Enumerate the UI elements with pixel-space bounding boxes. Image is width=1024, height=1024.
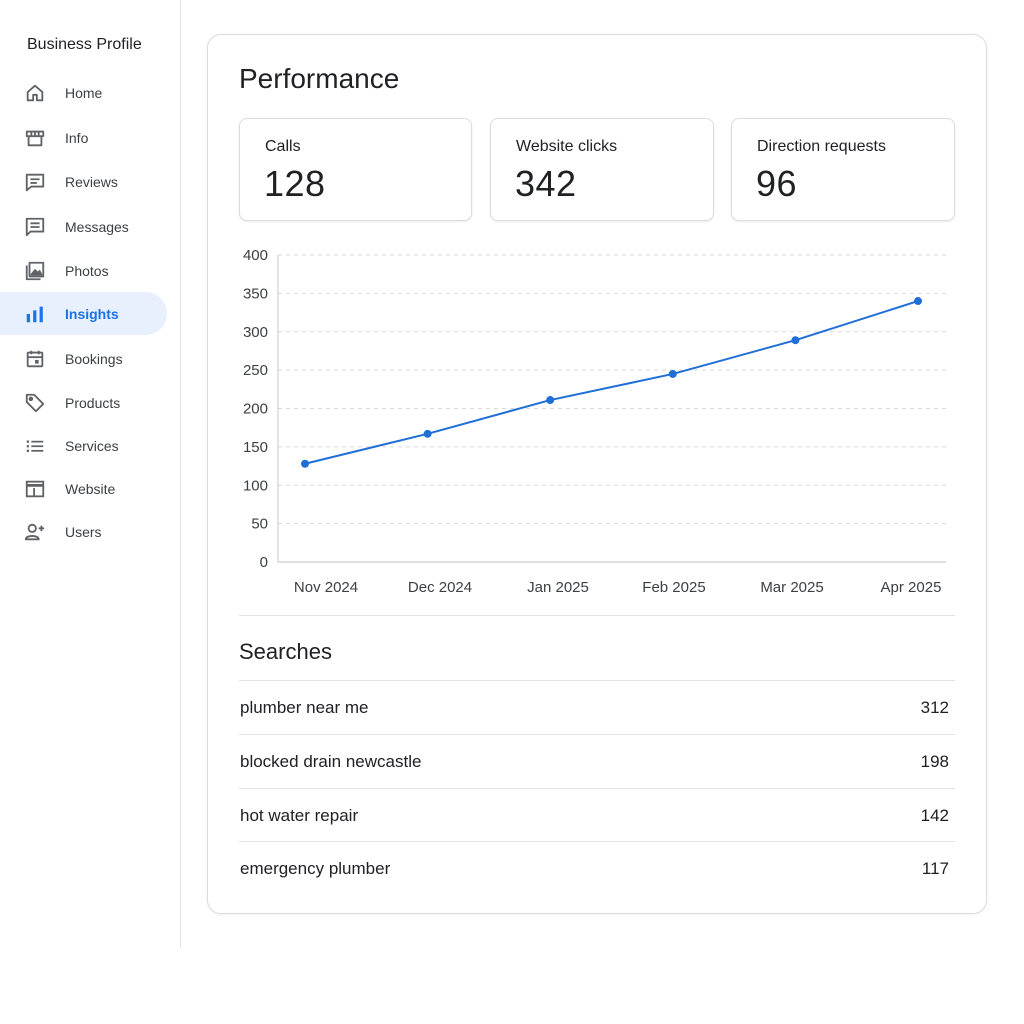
sidebar-item-label: Info	[65, 129, 89, 146]
sidebar-item-services[interactable]: Services	[0, 424, 167, 467]
home-icon	[24, 82, 46, 104]
search-term: blocked drain newcastle	[240, 751, 422, 771]
sidebar-item-label: Messages	[65, 218, 129, 235]
metric-card-calls[interactable]: Calls 128	[239, 118, 472, 221]
metric-label: Calls	[265, 138, 301, 155]
search-row[interactable]: hot water repair 142	[239, 788, 955, 842]
x-tick-label: Mar 2025	[760, 579, 823, 596]
performance-line-chart: 0 50 100 150 200 250 300 350 400 Nov 2024 Dec 2024…	[243, 247, 946, 596]
sidebar: Business Profile Home Info Reviews Messa…	[0, 0, 181, 948]
sidebar-item-label: Home	[65, 84, 103, 101]
browser-icon	[24, 478, 46, 500]
list-icon	[24, 435, 46, 457]
metric-value: 342	[515, 163, 577, 204]
x-tick-label: Apr 2025	[881, 579, 942, 596]
search-row[interactable]: blocked drain newcastle 198	[239, 734, 955, 788]
search-term: hot water repair	[240, 805, 359, 825]
metric-label: Direction requests	[757, 138, 886, 155]
sidebar-item-label: Insights	[65, 305, 119, 322]
metric-value: 128	[264, 163, 326, 204]
add-user-icon	[24, 521, 46, 543]
search-count: 198	[920, 751, 949, 771]
x-tick-label: Jan 2025	[527, 579, 589, 596]
sidebar-item-label: Reviews	[65, 173, 118, 190]
page-title: Performance	[239, 63, 400, 94]
sidebar-item-home[interactable]: Home	[0, 71, 167, 114]
data-point	[914, 297, 922, 306]
x-tick-label: Dec 2024	[408, 579, 472, 596]
x-tick-label: Feb 2025	[642, 579, 705, 596]
data-point	[546, 396, 555, 405]
y-tick-label: 350	[243, 285, 268, 302]
tag-icon	[24, 392, 46, 414]
sidebar-item-label: Users	[65, 523, 102, 540]
y-tick-label: 0	[260, 554, 268, 571]
sidebar-item-label: Products	[65, 394, 121, 411]
calendar-icon	[24, 348, 46, 370]
series-line	[304, 300, 919, 465]
metric-card-direction-requests[interactable]: Direction requests 96	[731, 118, 955, 221]
data-point	[423, 429, 432, 438]
message-icon	[24, 216, 46, 238]
storefront-icon	[24, 127, 46, 149]
y-tick-label: 250	[243, 362, 268, 379]
search-row[interactable]: plumber near me 312	[239, 680, 955, 734]
search-term: plumber near me	[240, 697, 369, 717]
y-tick-label: 200	[243, 401, 268, 418]
searches-title: Searches	[239, 639, 332, 664]
metric-value: 96	[756, 163, 798, 204]
sidebar-title: Business Profile	[27, 36, 142, 53]
metric-card-website-clicks[interactable]: Website clicks 342	[490, 118, 714, 221]
sidebar-item-messages[interactable]: Messages	[0, 205, 167, 248]
sidebar-item-label: Bookings	[65, 350, 123, 367]
y-tick-label: 300	[243, 324, 268, 341]
sidebar-item-label: Services	[65, 437, 119, 454]
sidebar-item-label: Photos	[65, 262, 109, 279]
search-term: emergency plumber	[240, 858, 391, 878]
sidebar-item-photos[interactable]: Photos	[0, 249, 167, 292]
sidebar-item-info[interactable]: Info	[0, 116, 167, 159]
sidebar-item-products[interactable]: Products	[0, 381, 167, 424]
sidebar-item-reviews[interactable]: Reviews	[0, 160, 167, 203]
data-point	[668, 369, 677, 378]
y-tick-label: 400	[243, 247, 268, 264]
bar-chart-icon	[24, 303, 46, 325]
data-point	[301, 459, 309, 468]
y-tick-label: 150	[243, 439, 268, 456]
data-point	[791, 336, 800, 345]
y-tick-label: 50	[251, 516, 268, 533]
search-count: 312	[920, 697, 949, 717]
x-tick-label: Nov 2024	[294, 579, 358, 596]
sidebar-item-insights[interactable]: Insights	[0, 292, 167, 335]
review-icon	[24, 171, 46, 193]
sidebar-item-users[interactable]: Users	[0, 510, 167, 553]
performance-card: Performance Calls 128 Website clicks 342…	[207, 34, 987, 914]
sidebar-item-website[interactable]: Website	[0, 467, 167, 510]
y-tick-label: 100	[243, 477, 268, 494]
sidebar-item-bookings[interactable]: Bookings	[0, 337, 167, 380]
search-count: 117	[921, 858, 949, 878]
photo-icon	[24, 260, 46, 282]
search-count: 142	[920, 805, 949, 825]
search-row[interactable]: emergency plumber 117	[239, 841, 955, 895]
divider	[239, 615, 955, 616]
metric-label: Website clicks	[516, 138, 618, 155]
sidebar-item-label: Website	[65, 480, 116, 497]
